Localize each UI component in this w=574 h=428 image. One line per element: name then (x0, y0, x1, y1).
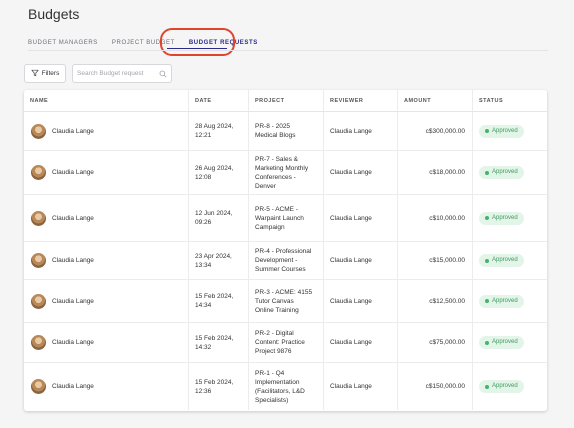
search-icon[interactable] (159, 70, 167, 78)
avatar (31, 379, 46, 394)
page-title: Budgets (28, 6, 80, 22)
budget-requests-table: NAME DATE PROJECT REVIEWER AMOUNT STATUS… (24, 90, 547, 411)
reviewer-cell: Claudia Lange (330, 383, 372, 390)
search-input[interactable] (77, 70, 157, 77)
status-label: Approved (492, 169, 518, 175)
table-row[interactable]: Claudia Lange 26 Aug 2024, 12:08 PR-7 - … (24, 151, 547, 195)
status-badge: Approved (479, 380, 524, 393)
amount-cell: c$75,000.00 (429, 339, 465, 346)
status-dot (485, 170, 489, 175)
amount-cell: c$10,000.00 (429, 214, 465, 222)
table-row[interactable]: Claudia Lange 15 Feb 2024, 14:34 PR-3 - … (24, 280, 547, 323)
status-dot (485, 384, 489, 389)
tabs-divider (28, 50, 548, 51)
requester-name: Claudia Lange (52, 127, 94, 135)
status-dot (485, 340, 489, 345)
status-badge: Approved (479, 211, 524, 225)
requester-name: Claudia Lange (52, 383, 94, 390)
date-cell: 15 Feb 2024, 14:32 (195, 334, 234, 351)
filter-icon (31, 69, 39, 79)
amount-cell: c$12,500.00 (429, 297, 465, 305)
project-cell: PR-2 - Digital Content: Practice Project… (255, 330, 305, 355)
project-cell: PR-8 - 2025 Medical Blogs (255, 123, 296, 139)
avatar (31, 335, 46, 350)
amount-cell: c$18,000.00 (429, 169, 465, 176)
amount-cell: c$15,000.00 (429, 257, 465, 264)
status-label: Approved (492, 383, 518, 389)
status-dot (485, 129, 489, 133)
tab-bar: BUDGET MANAGERS PROJECT BUDGET BUDGET RE… (28, 36, 258, 50)
name-cell: Claudia Lange (24, 151, 188, 194)
requester-name: Claudia Lange (52, 297, 94, 305)
reviewer-cell: Claudia Lange (330, 297, 372, 305)
header-project[interactable]: PROJECT (248, 90, 323, 111)
avatar (31, 210, 46, 226)
reviewer-cell: Claudia Lange (330, 214, 372, 222)
status-badge: Approved (479, 294, 524, 308)
avatar (31, 293, 46, 309)
status-label: Approved (492, 339, 518, 345)
date-cell: 15 Feb 2024, 14:34 (195, 293, 234, 309)
avatar (31, 253, 46, 268)
table-header: NAME DATE PROJECT REVIEWER AMOUNT STATUS (24, 90, 547, 112)
date-cell: 28 Aug 2024, 12:21 (195, 123, 234, 139)
tab-project-budget[interactable]: PROJECT BUDGET (111, 40, 175, 46)
status-dot (485, 258, 489, 263)
filters-button[interactable]: Filters (24, 64, 66, 83)
date-cell: 12 Jun 2024, 09:26 (195, 210, 233, 226)
name-cell: Claudia Lange (24, 323, 188, 362)
status-badge: Approved (479, 166, 524, 179)
reviewer-cell: Claudia Lange (330, 339, 372, 346)
date-cell: 26 Aug 2024, 12:08 (195, 164, 234, 181)
search-box[interactable] (72, 64, 172, 83)
tab-budget-managers[interactable]: BUDGET MANAGERS (28, 40, 98, 46)
header-amount[interactable]: AMOUNT (397, 90, 472, 111)
avatar (31, 123, 46, 139)
project-cell: PR-7 - Sales & Marketing Monthly Confere… (255, 155, 309, 190)
header-date[interactable]: DATE (188, 90, 248, 111)
table-row[interactable]: Claudia Lange 15 Feb 2024, 14:32 PR-2 - … (24, 323, 547, 363)
requester-name: Claudia Lange (52, 169, 94, 176)
name-cell: Claudia Lange (24, 363, 188, 410)
header-status[interactable]: STATUS (472, 90, 547, 111)
project-cell: PR-5 - ACME - Warpaint Launch Campaign (255, 205, 304, 231)
status-dot (485, 299, 489, 303)
active-tab-indicator (167, 48, 227, 49)
status-badge: Approved (479, 336, 524, 349)
status-label: Approved (492, 257, 518, 263)
project-cell: PR-4 - Professional Development - Summer… (255, 248, 312, 273)
project-cell: PR-3 - ACME: 4155 Tutor Canvas Online Tr… (255, 288, 313, 314)
requester-name: Claudia Lange (52, 257, 94, 264)
status-label: Approved (492, 127, 518, 134)
name-cell: Claudia Lange (24, 112, 188, 150)
date-cell: 23 Apr 2024, 13:34 (195, 252, 232, 269)
project-cell: PR-1 - Q4 Implementation (Facilitators, … (255, 369, 305, 404)
reviewer-cell: Claudia Lange (330, 127, 372, 135)
status-label: Approved (492, 214, 518, 221)
amount-cell: c$150,000.00 (425, 383, 465, 390)
status-badge: Approved (479, 254, 524, 267)
filters-label: Filters (41, 70, 60, 77)
status-dot (485, 216, 489, 220)
requester-name: Claudia Lange (52, 339, 94, 346)
table-row[interactable]: Claudia Lange 28 Aug 2024, 12:21 PR-8 - … (24, 112, 547, 151)
name-cell: Claudia Lange (24, 242, 188, 279)
avatar (31, 165, 46, 180)
reviewer-cell: Claudia Lange (330, 169, 372, 176)
reviewer-cell: Claudia Lange (330, 257, 372, 264)
date-cell: 15 Feb 2024, 12:36 (195, 378, 234, 395)
table-row[interactable]: Claudia Lange 12 Jun 2024, 09:26 PR-5 - … (24, 195, 547, 242)
name-cell: Claudia Lange (24, 280, 188, 322)
amount-cell: c$300,000.00 (425, 127, 465, 135)
tab-budget-requests[interactable]: BUDGET REQUESTS (188, 40, 258, 46)
status-label: Approved (492, 297, 518, 304)
header-name[interactable]: NAME (30, 97, 49, 104)
header-reviewer[interactable]: REVIEWER (323, 90, 397, 111)
table-row[interactable]: Claudia Lange 23 Apr 2024, 13:34 PR-4 - … (24, 242, 547, 280)
status-badge: Approved (479, 124, 524, 138)
requester-name: Claudia Lange (52, 214, 94, 222)
table-row[interactable]: Claudia Lange 15 Feb 2024, 12:36 PR-1 - … (24, 363, 547, 410)
name-cell: Claudia Lange (24, 195, 188, 241)
